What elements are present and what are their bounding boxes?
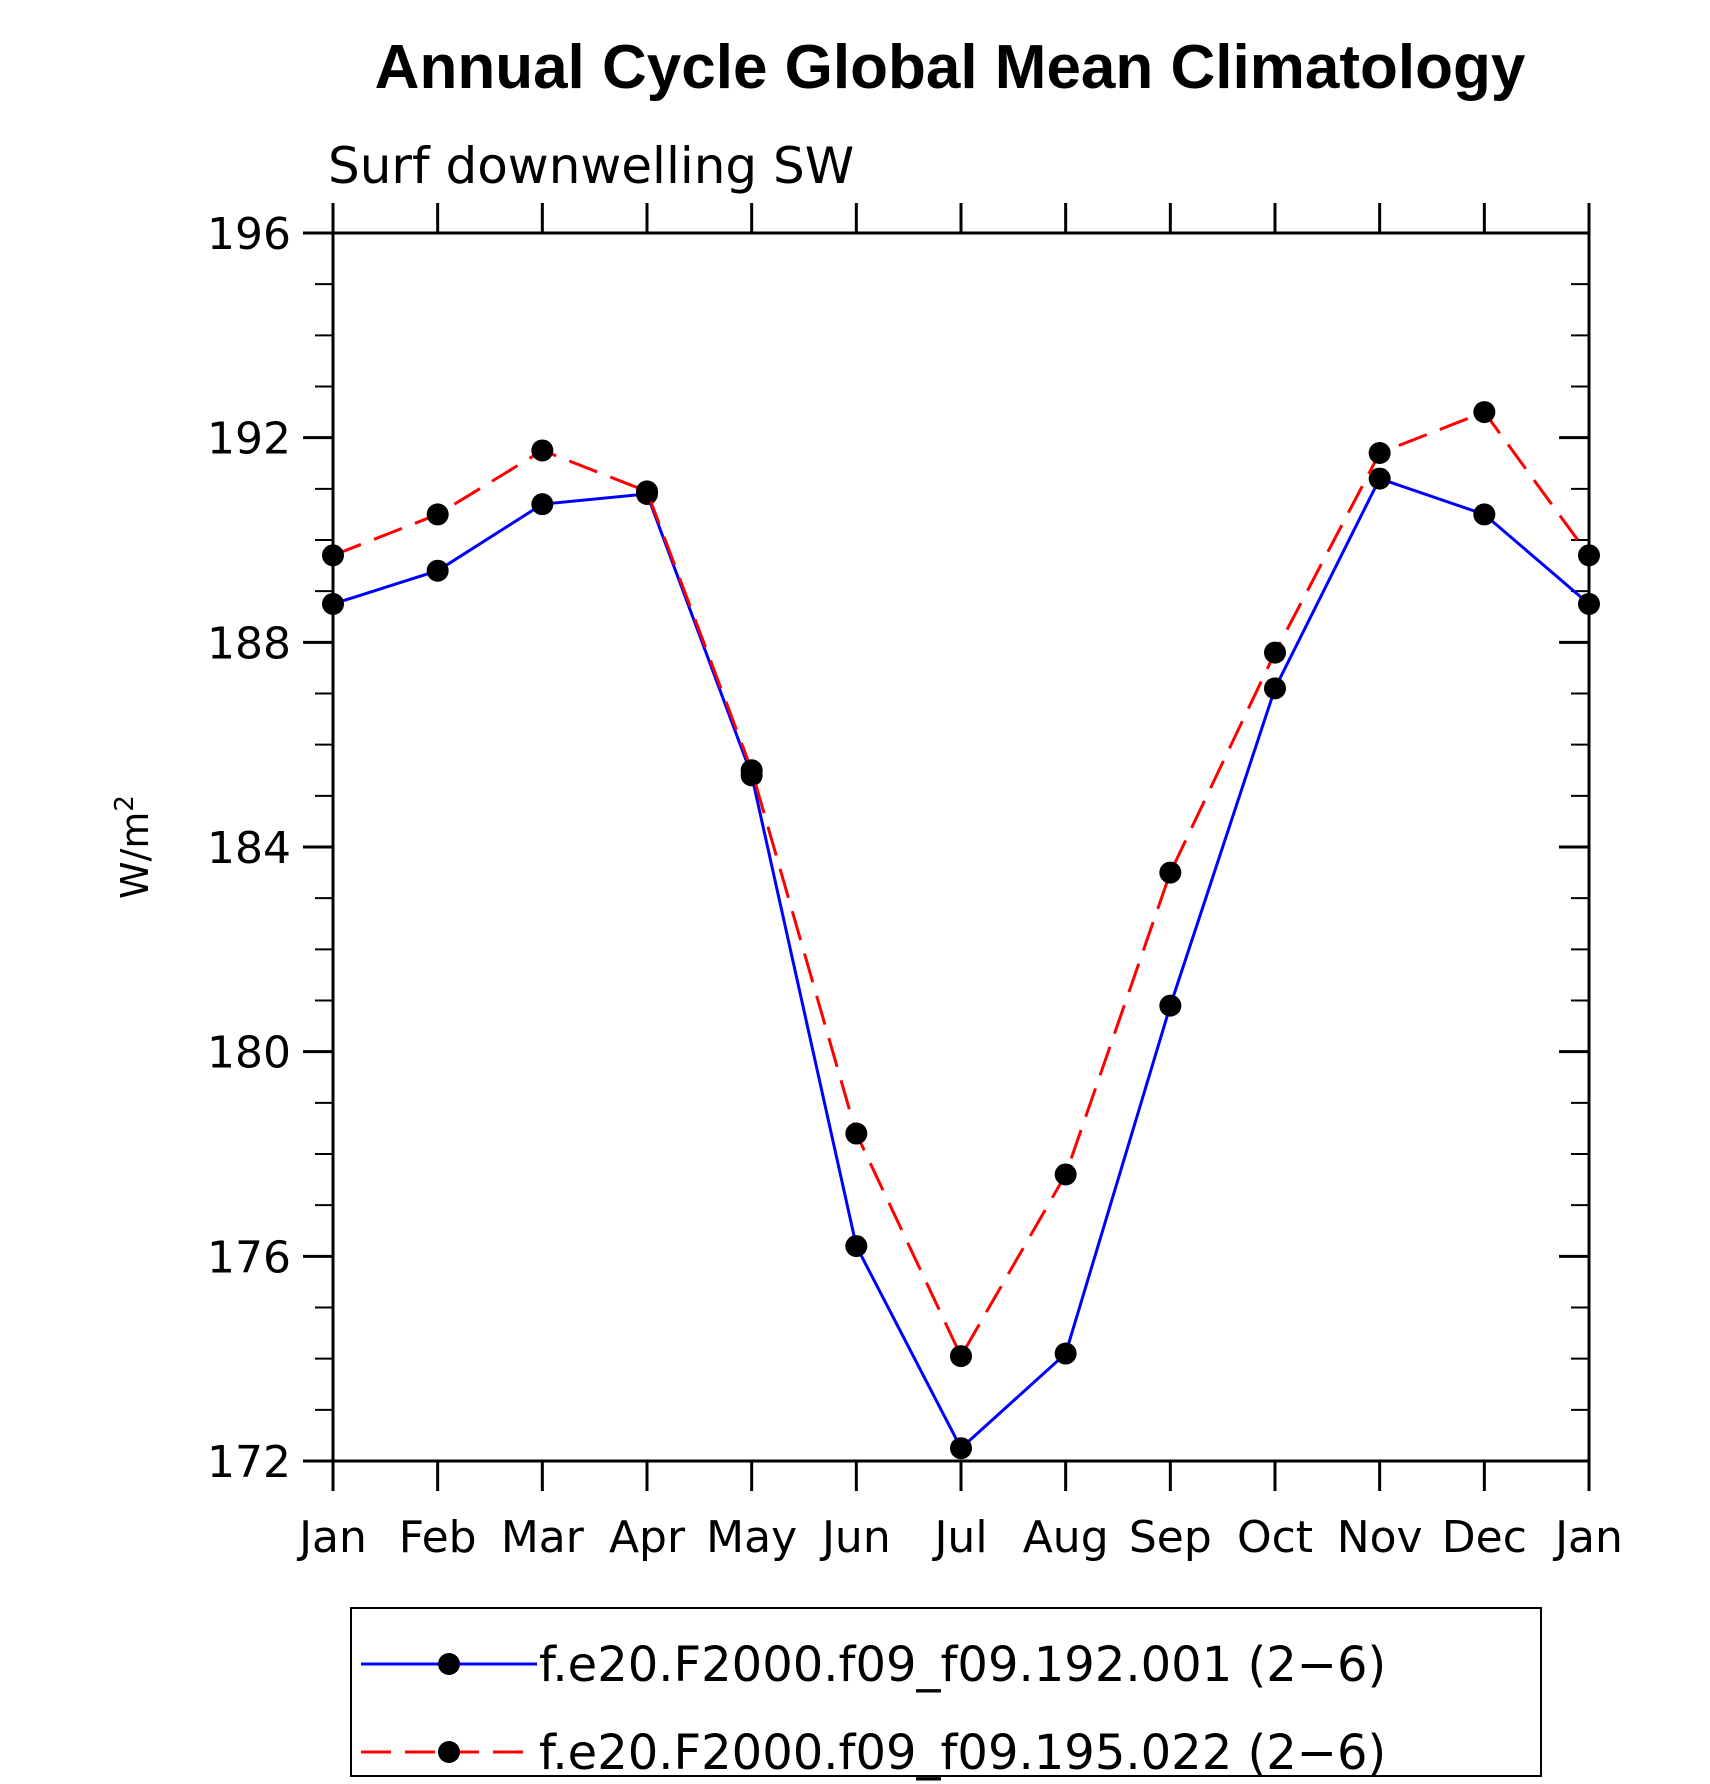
legend-marker xyxy=(438,1653,460,1675)
chart-title: Annual Cycle Global Mean Climatology xyxy=(375,33,1526,102)
x-tick-label: Mar xyxy=(501,1512,585,1563)
x-tick-label: May xyxy=(706,1512,797,1563)
data-point xyxy=(1473,401,1496,424)
x-tick-labels: Jan Feb Mar Apr May Jun Jul Aug Sep Oct Nov Dec Jan xyxy=(296,1512,1623,1563)
x-tick-label: Nov xyxy=(1337,1512,1423,1563)
data-point xyxy=(1054,1342,1077,1365)
y-tick-labels: 172 176 180 184 188 192 196 xyxy=(207,209,291,1488)
data-point xyxy=(1159,994,1182,1017)
x-tick-label: Sep xyxy=(1129,1512,1212,1563)
data-point xyxy=(950,1345,972,1368)
y-tick-label: 176 xyxy=(207,1232,291,1283)
data-point xyxy=(1054,1163,1077,1186)
x-tick-label: Oct xyxy=(1237,1512,1313,1563)
data-point xyxy=(426,503,449,526)
series-line xyxy=(332,476,1590,1451)
y-tick-label: 180 xyxy=(207,1028,291,1079)
x-tick-label: Apr xyxy=(609,1512,686,1563)
x-tick-label: Jun xyxy=(819,1512,891,1563)
data-point xyxy=(531,493,554,516)
legend-label: f.e20.F2000.f09_f09.195.022 (2−6) xyxy=(539,1725,1386,1781)
axis-ticks xyxy=(303,203,1591,1491)
data-point xyxy=(1159,861,1182,884)
data-point xyxy=(740,759,763,782)
legend-marker xyxy=(438,1741,460,1763)
series-2 xyxy=(322,401,1600,1368)
series-1 xyxy=(322,467,1600,1460)
data-point xyxy=(322,592,344,615)
y-tick-label: 188 xyxy=(207,618,291,669)
data-point xyxy=(1473,503,1496,526)
data-point xyxy=(1264,677,1286,700)
legend-box xyxy=(350,1607,1542,1777)
y-tick-label: 184 xyxy=(207,823,291,874)
y-axis-label-unit: W/m xyxy=(113,812,157,899)
y-tick-label: 192 xyxy=(207,414,291,465)
data-point xyxy=(1368,467,1391,490)
data-point xyxy=(950,1437,972,1460)
data-point xyxy=(1578,544,1600,567)
data-point xyxy=(426,559,449,582)
x-tick-label: Feb xyxy=(399,1512,477,1563)
y-axis-label-exponent: 2 xyxy=(110,795,140,812)
legend: f.e20.F2000.f09_f09.192.001 (2−6) f.e20.F… xyxy=(361,1637,1386,1781)
x-tick-label: Dec xyxy=(1442,1512,1527,1563)
legend-label: f.e20.F2000.f09_f09.192.001 (2−6) xyxy=(539,1637,1386,1693)
data-point xyxy=(845,1122,868,1145)
data-point xyxy=(322,544,344,567)
y-tick-label: 172 xyxy=(207,1437,291,1488)
y-axis-label: W/m2 xyxy=(110,795,157,899)
plot-frame xyxy=(331,231,1591,1463)
data-point xyxy=(1578,592,1600,615)
x-tick-label: Jan xyxy=(296,1512,367,1563)
y-tick-label: 196 xyxy=(207,209,291,260)
x-tick-label: Jan xyxy=(1552,1512,1623,1563)
series-line xyxy=(332,410,1591,1360)
data-point xyxy=(1368,442,1391,465)
x-tick-label: Jul xyxy=(931,1512,987,1563)
data-point xyxy=(1264,641,1286,664)
data-point xyxy=(845,1235,868,1258)
series-layer xyxy=(322,401,1600,1460)
data-point xyxy=(531,439,554,462)
data-point xyxy=(636,480,658,503)
x-tick-label: Aug xyxy=(1023,1512,1109,1563)
chart-subtitle: Surf downwelling SW xyxy=(328,137,854,195)
